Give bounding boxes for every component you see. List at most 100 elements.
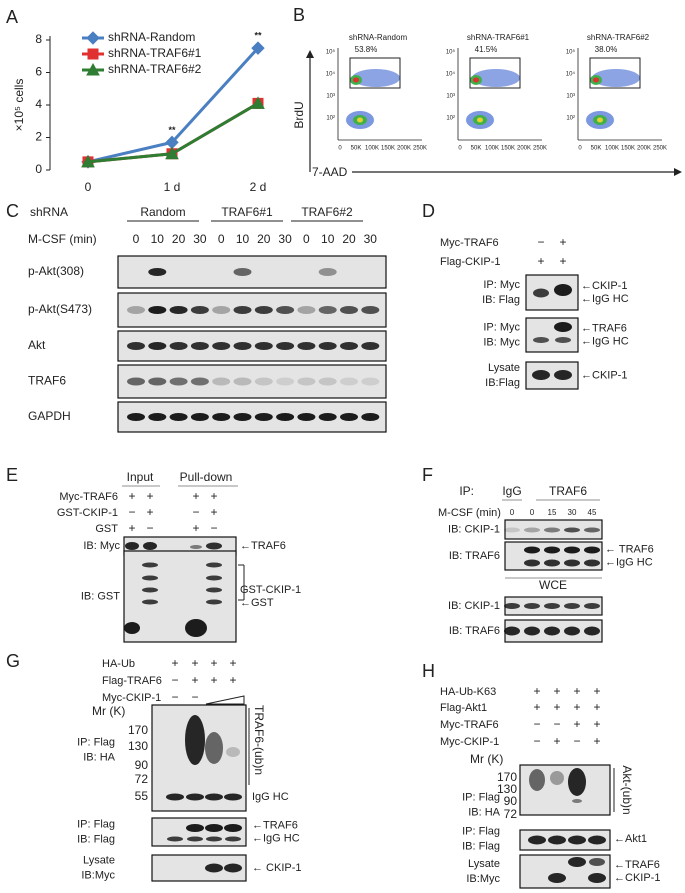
- cells: [593, 77, 599, 83]
- label: 130: [128, 739, 148, 753]
- blot-band: [233, 268, 252, 276]
- label: +: [192, 521, 199, 535]
- blot-band: [524, 559, 540, 567]
- label: −: [146, 521, 153, 535]
- label: ←CKIP-1: [614, 872, 660, 884]
- blot-band: [584, 559, 600, 567]
- blot-band: [205, 732, 223, 764]
- label: Myc-TRAF6: [440, 237, 499, 249]
- label: Input: [127, 470, 154, 484]
- blot-band: [169, 377, 188, 386]
- blot-band: [568, 835, 586, 845]
- label: M-CSF (min): [438, 507, 501, 519]
- blot-band: [524, 546, 540, 554]
- blot-band: [142, 599, 158, 605]
- blot-band: [533, 337, 549, 343]
- blot-band: [529, 769, 545, 791]
- point: [251, 41, 265, 55]
- blot-band: [564, 559, 580, 567]
- blot-band: [127, 306, 145, 314]
- label: IP: Flag: [462, 791, 500, 803]
- label: 45: [588, 508, 597, 517]
- label: Myc-TRAF6: [440, 719, 499, 731]
- panel-label: B: [293, 5, 305, 25]
- label: IB: Flag: [462, 840, 500, 852]
- label: Lysate: [83, 854, 115, 866]
- label: 10³: [566, 94, 575, 100]
- blot-band: [564, 603, 580, 609]
- label: IP: Myc: [483, 321, 520, 333]
- label: Lysate: [488, 362, 520, 374]
- label: ←TRAF6: [252, 819, 298, 831]
- blot-band: [148, 413, 167, 421]
- label: +: [593, 684, 600, 698]
- label: 150K: [621, 146, 635, 152]
- label: Myc-CKIP-1: [440, 736, 499, 748]
- blot-band: [169, 413, 188, 421]
- label: Myc-TRAF6: [59, 491, 118, 503]
- label: +: [210, 489, 217, 503]
- blot-band: [143, 542, 157, 550]
- label: IgG HC: [252, 791, 289, 803]
- legend-label: shRNA-TRAF6#1: [108, 46, 202, 60]
- blot-band: [548, 835, 566, 845]
- label: 20: [172, 232, 186, 246]
- label: 0: [458, 146, 462, 152]
- label: −: [533, 717, 540, 731]
- cells: [592, 69, 640, 87]
- label: ←IgG HC: [605, 556, 653, 568]
- label: 10⁴: [446, 71, 456, 78]
- blot-band: [254, 377, 273, 386]
- label: −: [533, 734, 540, 748]
- label: IB:Myc: [81, 869, 115, 881]
- label: IB: CKIP-1: [448, 600, 500, 612]
- label: TRAF6: [549, 484, 587, 498]
- blot-band: [361, 342, 380, 350]
- point: [165, 146, 179, 160]
- label: IB: TRAF6: [449, 625, 500, 637]
- label: 10³: [326, 94, 335, 100]
- blot-band: [148, 377, 167, 386]
- label: 100K: [485, 146, 499, 152]
- label: TRAF6-(ub)n: [252, 705, 266, 775]
- blot-band: [588, 835, 606, 845]
- label: +: [191, 673, 198, 687]
- label: +: [559, 235, 566, 249]
- label: 0: [578, 146, 582, 152]
- label: IB:Flag: [485, 377, 520, 389]
- label: IB: Flag: [482, 294, 520, 306]
- blot-band: [187, 836, 203, 842]
- cells: [352, 69, 400, 87]
- blot-band: [340, 342, 358, 350]
- label: 10⁵: [566, 49, 576, 56]
- label: 30: [568, 508, 577, 517]
- blot-band: [206, 575, 222, 581]
- blot-band: [528, 835, 546, 845]
- label: IP: Flag: [77, 818, 115, 830]
- x-tick-label: 1 d: [164, 180, 181, 194]
- gate: [349, 57, 401, 89]
- blot-band: [206, 542, 222, 550]
- blot-band: [127, 377, 145, 386]
- label: +: [210, 505, 217, 519]
- blot-band: [254, 306, 273, 314]
- blot-band: [233, 377, 252, 386]
- label: M-CSF (min): [28, 232, 97, 246]
- label: 72: [135, 772, 149, 786]
- blot-band: [504, 527, 520, 533]
- cells: [597, 117, 603, 123]
- blot-band: [564, 546, 580, 554]
- blot-band: [206, 836, 222, 842]
- cells: [357, 117, 363, 123]
- label: 200K: [517, 146, 531, 152]
- axis-label: BrdU: [292, 101, 306, 128]
- label: 50K: [471, 146, 482, 152]
- label: +: [229, 673, 236, 687]
- label: 0: [510, 508, 515, 517]
- label: Random: [140, 205, 185, 219]
- label: 170: [497, 770, 517, 784]
- label: 10⁴: [326, 71, 336, 78]
- blot-band: [584, 603, 600, 609]
- label: −: [210, 521, 217, 535]
- label: GST: [95, 523, 118, 535]
